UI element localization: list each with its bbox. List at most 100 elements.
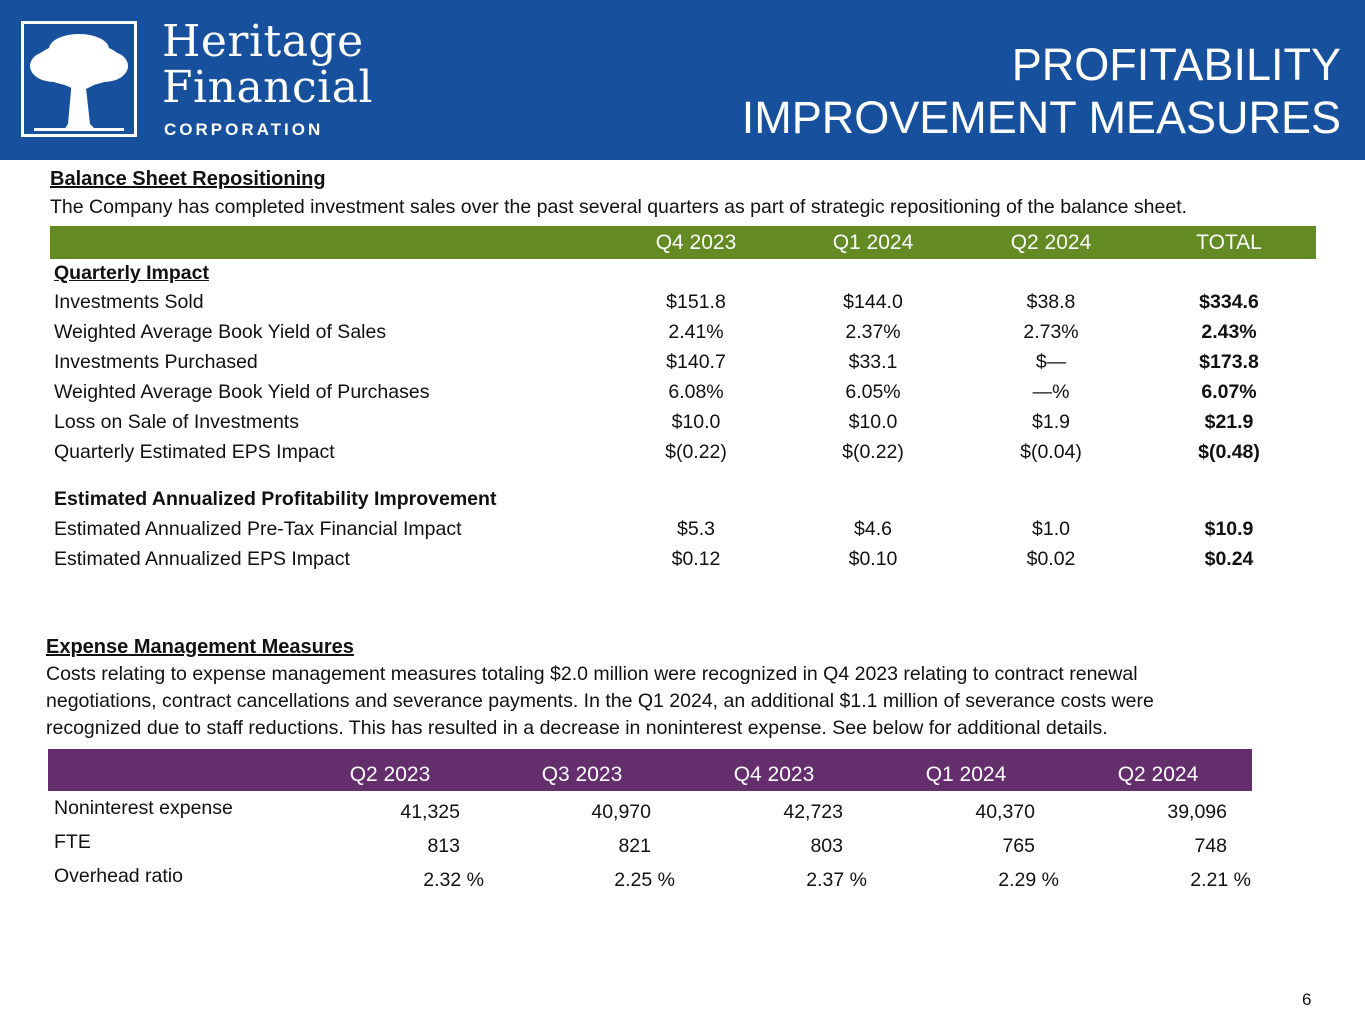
value-cell: 40,970 xyxy=(591,801,651,823)
col-header: Q2 2024 xyxy=(1117,763,1199,786)
annualized-subheading: Estimated Annualized Profitability Impro… xyxy=(54,488,1316,518)
row-label: Estimated Annualized EPS Impact xyxy=(54,548,350,570)
row-label: Investments Sold xyxy=(54,291,204,313)
value-cell: $151.8 xyxy=(666,291,726,313)
col-header: Q4 2023 xyxy=(733,763,815,786)
row-label: Weighted Average Book Yield of Purchases xyxy=(54,381,430,403)
col-header: Q4 2023 xyxy=(655,231,737,254)
table-row: Investments Sold $151.8 $144.0 $38.8 $334.6 xyxy=(54,291,1316,321)
value-cell: 2.32 % xyxy=(423,869,484,891)
table-row: Loss on Sale of Investments $10.0 $10.0 $1.… xyxy=(54,411,1316,441)
value-cell: 2.29 % xyxy=(998,869,1059,891)
total-cell: $(0.48) xyxy=(1198,441,1260,463)
col-header: Q2 2023 xyxy=(349,763,431,786)
value-cell: 748 xyxy=(1194,835,1227,857)
value-cell: 39,096 xyxy=(1167,801,1227,823)
value-cell: 40,370 xyxy=(975,801,1035,823)
total-cell: 6.07% xyxy=(1201,381,1257,403)
value-cell: 2.73% xyxy=(1023,321,1079,343)
value-cell: $10.0 xyxy=(671,411,721,433)
value-cell: 2.25 % xyxy=(614,869,675,891)
value-cell: $33.1 xyxy=(848,351,898,373)
row-label: FTE xyxy=(54,831,91,853)
expense-table-header: Q2 2023 Q3 2023 Q4 2023 Q1 2024 Q2 2024 xyxy=(48,749,1252,791)
total-cell: $173.8 xyxy=(1199,351,1259,373)
value-cell: $(0.22) xyxy=(665,441,727,463)
value-cell: 765 xyxy=(1002,835,1035,857)
expense-heading: Expense Management Measures xyxy=(46,636,354,658)
logo-financial: Financial xyxy=(162,62,374,113)
value-cell: $4.6 xyxy=(854,518,892,540)
total-cell: $10.9 xyxy=(1204,518,1254,540)
quarterly-impact-subheading: Quarterly Impact xyxy=(54,262,1316,292)
expense-description: Costs relating to expense management mea… xyxy=(46,661,1154,742)
logo-heritage: Heritage xyxy=(162,16,364,67)
value-cell: $(0.04) xyxy=(1020,441,1082,463)
page-title-line-2: IMPROVEMENT MEASURES xyxy=(741,92,1341,143)
value-cell: 6.08% xyxy=(668,381,724,403)
row-label: Loss on Sale of Investments xyxy=(54,411,299,433)
value-cell: $— xyxy=(1035,351,1067,373)
row-label: Investments Purchased xyxy=(54,351,258,373)
value-cell: 2.41% xyxy=(668,321,724,343)
value-cell: $1.0 xyxy=(1032,518,1070,540)
col-header: Q3 2023 xyxy=(541,763,623,786)
col-header: TOTAL xyxy=(1196,231,1262,254)
page-title: PROFITABILITY IMPROVEMENT MEASURES xyxy=(742,38,1341,144)
col-header: Q2 2024 xyxy=(1010,231,1092,254)
value-cell: 813 xyxy=(427,835,460,857)
value-cell: $0.12 xyxy=(671,548,721,570)
value-cell: $10.0 xyxy=(848,411,898,433)
header-banner: Heritage Financial CORPORATION PROFITABI… xyxy=(0,0,1365,160)
balance-table-header: Q4 2023 Q1 2024 Q2 2024 TOTAL xyxy=(50,226,1316,259)
expense-description-line: negotiations, contract cancellations and… xyxy=(46,690,1154,712)
total-cell: $21.9 xyxy=(1204,411,1254,433)
value-cell: $140.7 xyxy=(666,351,726,373)
table-row: Investments Purchased $140.7 $33.1 $— $173.8 xyxy=(54,351,1316,381)
value-cell: 6.05% xyxy=(845,381,901,403)
row-label: Weighted Average Book Yield of Sales xyxy=(54,321,387,343)
value-cell: 2.37% xyxy=(845,321,901,343)
balance-sheet-heading: Balance Sheet Repositioning xyxy=(50,168,326,190)
value-cell: 2.21 % xyxy=(1190,869,1251,891)
tree-logo-icon xyxy=(21,21,137,137)
balance-sheet-description: The Company has completed investment sal… xyxy=(50,196,1188,218)
table-row: Noninterest expense 41,325 40,970 42,723 40,… xyxy=(54,797,1254,827)
table-row: Overhead ratio 2.32 % 2.25 % 2.37 % 2.29 % 2.… xyxy=(54,865,1254,895)
value-cell: —% xyxy=(1032,381,1070,403)
table-row: Weighted Average Book Yield of Purchases… xyxy=(54,381,1316,411)
value-cell: $38.8 xyxy=(1026,291,1076,313)
table-row: Weighted Average Book Yield of Sales 2.41… xyxy=(54,321,1316,351)
value-cell: $0.02 xyxy=(1026,548,1076,570)
total-cell: $0.24 xyxy=(1204,548,1254,570)
row-label: Overhead ratio xyxy=(54,865,183,887)
value-cell: $(0.22) xyxy=(842,441,904,463)
row-label: Estimated Annualized Pre-Tax Financial I… xyxy=(54,518,462,540)
page-title-line-1: PROFITABILITY xyxy=(1011,39,1341,90)
value-cell: 2.37 % xyxy=(806,869,867,891)
value-cell: $5.3 xyxy=(677,518,715,540)
subheading-label: Quarterly Impact xyxy=(54,262,209,284)
table-row: Quarterly Estimated EPS Impact $(0.22) $(0… xyxy=(54,441,1316,471)
page-number: 6 xyxy=(1302,990,1312,1009)
table-row: FTE 813 821 803 765 748 xyxy=(54,831,1254,861)
total-cell: 2.43% xyxy=(1201,321,1257,343)
row-label: Quarterly Estimated EPS Impact xyxy=(54,441,335,463)
col-header: Q1 2024 xyxy=(925,763,1007,786)
expense-description-line: Costs relating to expense management mea… xyxy=(46,663,1138,685)
value-cell: 42,723 xyxy=(783,801,843,823)
value-cell: $144.0 xyxy=(843,291,903,313)
table-row: Estimated Annualized Pre-Tax Financial I… xyxy=(54,518,1316,548)
value-cell: 803 xyxy=(810,835,843,857)
table-row: Estimated Annualized EPS Impact $0.12 $0.1… xyxy=(54,548,1316,578)
expense-description-line: recognized due to staff reductions. This… xyxy=(46,717,1108,739)
value-cell: 821 xyxy=(618,835,651,857)
row-label: Noninterest expense xyxy=(54,797,233,819)
value-cell: $0.10 xyxy=(848,548,898,570)
logo-corporation: CORPORATION xyxy=(164,120,324,139)
value-cell: 41,325 xyxy=(400,801,460,823)
col-header: Q1 2024 xyxy=(832,231,914,254)
total-cell: $334.6 xyxy=(1199,291,1259,313)
subheading-label: Estimated Annualized Profitability Impro… xyxy=(54,488,497,510)
value-cell: $1.9 xyxy=(1032,411,1070,433)
